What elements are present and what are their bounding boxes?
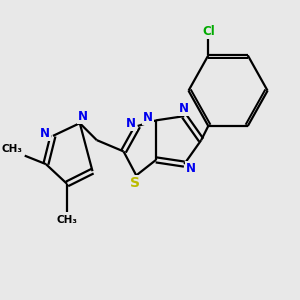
Text: S: S (130, 176, 140, 190)
Text: N: N (186, 162, 196, 175)
Text: N: N (40, 127, 50, 140)
Text: CH₃: CH₃ (2, 144, 22, 154)
Text: N: N (78, 110, 88, 123)
Text: N: N (143, 111, 153, 124)
Text: N: N (126, 117, 136, 130)
Text: CH₃: CH₃ (57, 215, 78, 225)
Text: Cl: Cl (202, 25, 214, 38)
Text: N: N (179, 102, 189, 115)
